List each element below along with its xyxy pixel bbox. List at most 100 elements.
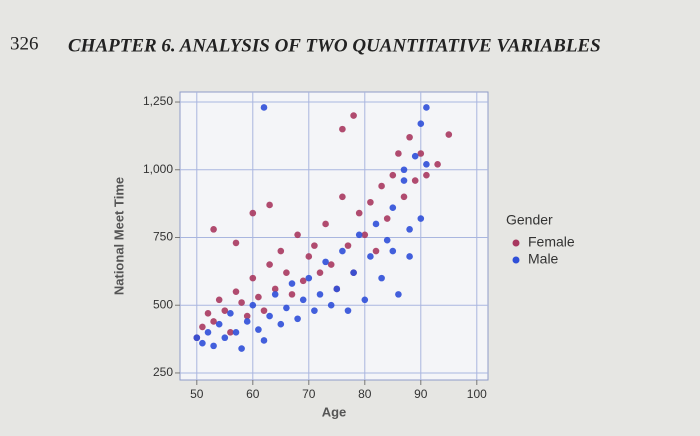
point <box>355 209 363 217</box>
point <box>288 280 296 287</box>
point <box>305 274 313 282</box>
point <box>249 209 257 217</box>
x-tick-label: 80 <box>358 387 372 401</box>
point <box>423 161 430 168</box>
y-tick-label: 250 <box>153 365 173 379</box>
x-tick-label: 70 <box>302 387 316 401</box>
point <box>445 131 453 138</box>
point <box>400 193 408 201</box>
point <box>389 247 397 255</box>
point <box>350 112 357 119</box>
point <box>260 104 268 111</box>
point <box>417 215 425 222</box>
point <box>215 296 223 304</box>
point <box>383 236 391 244</box>
point <box>232 329 240 336</box>
point <box>232 239 240 247</box>
point <box>243 318 251 325</box>
x-tick-label: 60 <box>246 387 260 401</box>
point <box>423 104 430 111</box>
point <box>249 274 257 282</box>
point <box>406 226 413 233</box>
y-tick-label: 1,000 <box>143 162 173 176</box>
point <box>243 312 251 320</box>
point <box>339 125 346 133</box>
point <box>266 261 273 268</box>
point <box>367 253 374 260</box>
point <box>215 320 223 328</box>
point <box>305 253 313 260</box>
point <box>311 242 318 249</box>
point <box>271 291 279 298</box>
point <box>277 320 285 328</box>
point <box>383 215 391 222</box>
point <box>350 269 357 277</box>
page-number: 326 <box>10 33 39 54</box>
point <box>417 120 425 127</box>
point <box>238 299 245 306</box>
point <box>260 307 268 314</box>
chapter-title: CHAPTER 6. ANALYSIS OF TWO QUANTITATIVE … <box>68 35 601 56</box>
point <box>316 269 324 277</box>
x-tick-label: 50 <box>190 387 204 401</box>
point <box>406 133 413 141</box>
y-axis-title: National Meet Time <box>111 177 126 295</box>
point <box>266 201 273 209</box>
x-tick-label: 90 <box>414 387 428 401</box>
point <box>322 220 329 228</box>
point <box>260 337 268 344</box>
point <box>316 291 324 298</box>
y-tick-label: 750 <box>153 230 173 244</box>
point <box>361 231 369 239</box>
point <box>378 274 385 282</box>
point <box>288 291 296 298</box>
point <box>406 253 413 260</box>
point <box>193 334 201 342</box>
point <box>255 326 262 333</box>
point <box>283 269 290 277</box>
y-tick-label: 1,250 <box>143 94 173 108</box>
point <box>299 277 307 285</box>
point <box>204 310 212 317</box>
point <box>378 182 385 190</box>
point <box>199 339 206 347</box>
point <box>400 177 408 184</box>
point <box>417 150 425 157</box>
point <box>311 307 318 314</box>
point <box>367 198 374 206</box>
point <box>232 288 240 295</box>
point <box>423 171 430 179</box>
point <box>372 247 380 255</box>
point <box>389 204 397 211</box>
point <box>255 293 262 301</box>
y-tick-label: 500 <box>153 297 173 311</box>
legend-marker <box>512 239 520 247</box>
point <box>400 166 408 174</box>
point <box>283 304 290 312</box>
point <box>221 334 229 342</box>
legend-marker <box>512 256 520 264</box>
point <box>395 291 402 298</box>
point <box>299 296 307 304</box>
point <box>355 231 363 239</box>
legend-label: Female <box>528 234 575 250</box>
point <box>434 161 441 168</box>
point <box>389 171 397 179</box>
point <box>372 220 380 228</box>
point <box>199 323 206 331</box>
point <box>277 247 285 255</box>
point <box>210 226 217 233</box>
point <box>249 301 257 309</box>
point <box>238 345 245 352</box>
point <box>294 231 301 239</box>
point <box>333 285 341 293</box>
point <box>271 285 279 293</box>
point <box>327 301 335 309</box>
point <box>339 193 346 201</box>
point <box>395 150 402 157</box>
legend-title: Gender <box>506 212 553 228</box>
point <box>344 307 352 314</box>
point <box>227 310 234 317</box>
point <box>204 329 212 336</box>
